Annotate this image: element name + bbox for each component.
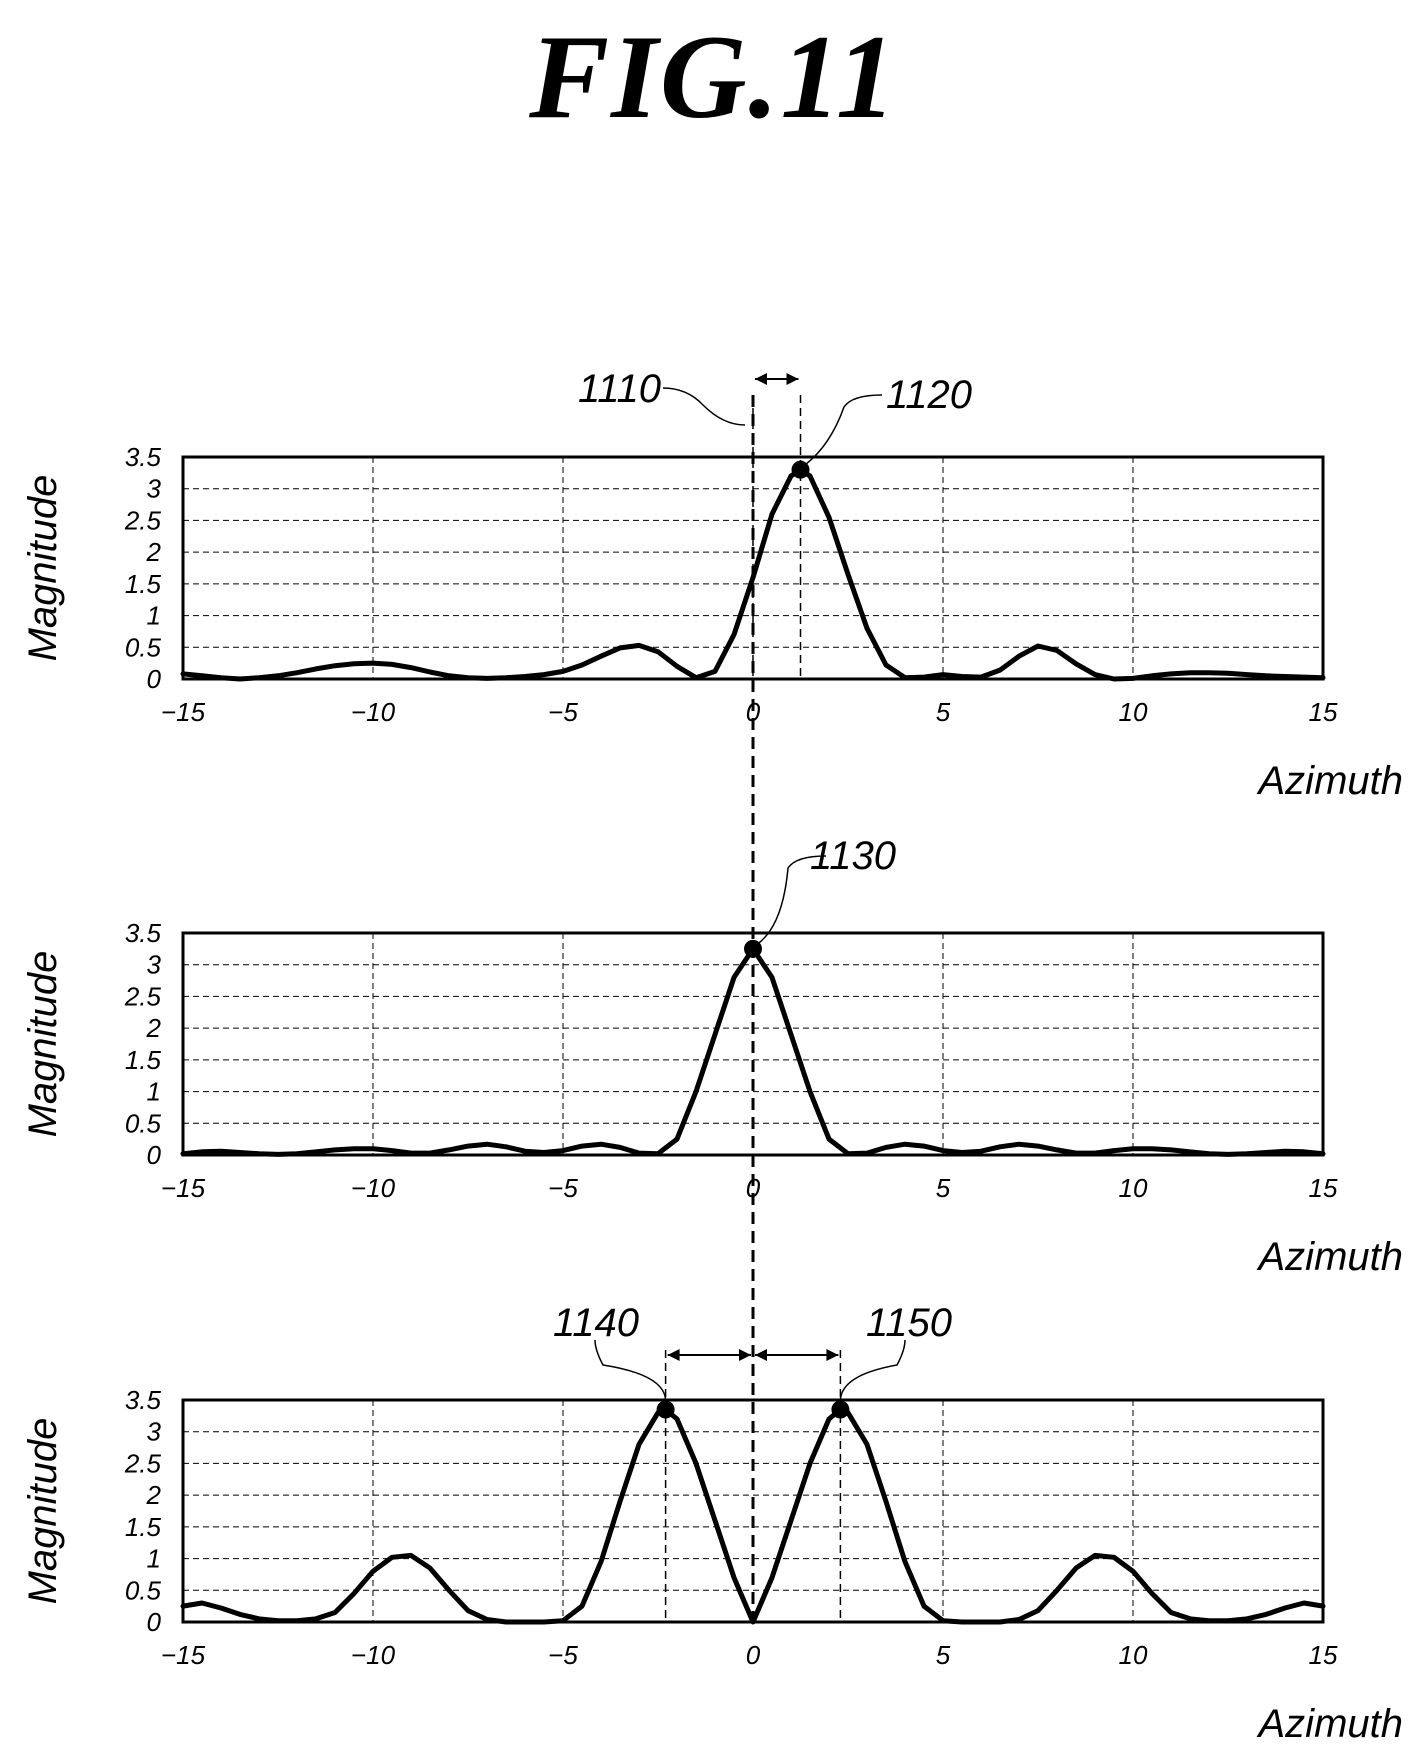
panel-1-marker-leader (806, 394, 883, 465)
panel-2-xtick-label: −15 (161, 1173, 206, 1203)
panel-3-marker-leader (839, 1339, 906, 1400)
panel-3-xtick-label: 0 (746, 1640, 761, 1670)
panel-2-xtick-label: −5 (548, 1173, 578, 1203)
panel-1-guide-label: 1110 (578, 367, 661, 411)
panel-3-span-arrowhead (667, 1349, 680, 1361)
panel-3-ytick-label: 1 (147, 1544, 161, 1574)
panel-1-series-line (180, 467, 1326, 682)
panel-1-marker-label: 1120 (886, 373, 972, 417)
panel-2-xtick-label: 10 (1119, 1173, 1148, 1203)
panel-3-ytick-label: 3 (147, 1417, 162, 1447)
panel-2-ytick-label: 2.5 (124, 981, 162, 1011)
panel-1-ytick-label: 1.5 (125, 569, 162, 599)
panel-2-ytick-label: 2 (146, 1013, 162, 1043)
panel-3-ytick-label: 2.5 (124, 1448, 162, 1478)
panel-2-ytick-label: 0.5 (125, 1108, 162, 1138)
panel-1-xtick-label: 5 (936, 697, 951, 727)
panel-1-ytick-label: 2 (146, 537, 162, 567)
panel-3-ylabel: Magnitude (21, 1418, 65, 1605)
panel-2-ytick-label: 3 (147, 950, 162, 980)
panel-3-xtick-label: 10 (1119, 1640, 1148, 1670)
panel-3-ytick-label: 0 (147, 1607, 162, 1637)
panel-3-peak-marker (831, 1400, 850, 1419)
panel-2-xlabel: Azimuth (1257, 1235, 1404, 1279)
panel-2-ytick-label: 0 (147, 1140, 162, 1170)
panel-1-ylabel: Magnitude (21, 475, 65, 662)
panel-2-xtick-label: 5 (936, 1173, 951, 1203)
panel-1-ytick-label: 3.5 (125, 442, 162, 472)
panel-1-ytick-label: 0.5 (125, 632, 162, 662)
panel-2-ylabel: Magnitude (21, 951, 65, 1138)
panel-2-marker-leader (758, 855, 827, 944)
panel-2-ytick-label: 1.5 (125, 1045, 162, 1075)
panel-3-peak-marker (656, 1400, 675, 1419)
panel-1-peak-marker (791, 460, 810, 479)
panel-1-frame (181, 455, 1325, 681)
panel-1-xtick-label: 10 (1119, 697, 1148, 727)
panel-3-xtick-label: 15 (1309, 1640, 1338, 1670)
panel-1-xlabel: Azimuth (1257, 759, 1404, 803)
panel-3-ytick-label: 1.5 (125, 1512, 162, 1542)
panel-1-xtick-label: −15 (161, 697, 206, 727)
panel-3-xtick-label: −15 (161, 1640, 206, 1670)
panel-3-frame (181, 1398, 1325, 1624)
panel-1-span-arrowhead (786, 373, 799, 385)
panel-2-xtick-label: −10 (351, 1173, 396, 1203)
panel-3-series-line (180, 1407, 1326, 1625)
panel-3-ytick-label: 2 (146, 1480, 162, 1510)
panel-3-xtick-label: 5 (936, 1640, 951, 1670)
panel-3-xtick-label: −5 (548, 1640, 578, 1670)
panel-2-marker-label: 1130 (810, 834, 896, 878)
panel-2-xtick-label: 15 (1309, 1173, 1338, 1203)
panel-3-xtick-label: −10 (351, 1640, 396, 1670)
panel-3-ytick-label: 0.5 (125, 1575, 162, 1605)
panel-2-xtick-label: 0 (746, 1173, 761, 1203)
panel-2-peak-marker (744, 939, 762, 958)
panel-1-guide-leader (662, 387, 746, 426)
panel-3-marker-leader (594, 1339, 667, 1400)
panel-3-xlabel: Azimuth (1257, 1702, 1404, 1746)
panel-3-span-arrowhead (739, 1349, 751, 1361)
panel-1-ytick-label: 3 (147, 474, 162, 504)
panel-1-ytick-label: 0 (147, 664, 162, 694)
panel-2-ytick-label: 1 (147, 1077, 161, 1107)
panel-2-frame (181, 931, 1325, 1157)
panel-1-xtick-label: 0 (746, 697, 761, 727)
panel-3-span-arrowhead (755, 1349, 767, 1361)
panel-1-xtick-label: 15 (1309, 697, 1338, 727)
panel-1-span-arrowhead (755, 373, 767, 385)
panel-1-xtick-label: −10 (351, 697, 396, 727)
panel-3-span-arrowhead (826, 1349, 839, 1361)
panel-1-xtick-label: −5 (548, 697, 578, 727)
panel-2-ytick-label: 3.5 (125, 918, 162, 948)
figure-title: FIG.11 (529, 10, 898, 143)
panel-1-ytick-label: 2.5 (124, 505, 162, 535)
panel-3-ytick-label: 3.5 (125, 1385, 162, 1415)
panel-1-ytick-label: 1 (147, 601, 161, 631)
panel-3-marker-label: 1150 (866, 1301, 952, 1345)
panel-3-marker-label: 1140 (553, 1301, 639, 1345)
